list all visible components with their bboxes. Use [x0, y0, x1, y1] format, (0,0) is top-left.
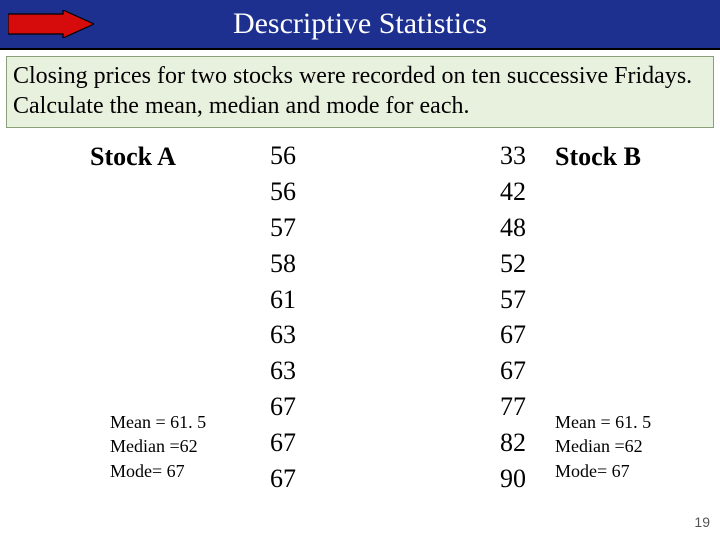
stock-a-value: 67 [270, 425, 296, 461]
stock-a-values: 56565758616363676767 [270, 138, 296, 497]
stock-a-stats: Mean = 61. 5 Median =62 Mode= 67 [110, 410, 206, 483]
stock-a-value: 61 [270, 282, 296, 318]
stock-b-value: 67 [500, 317, 526, 353]
stock-b-value: 67 [500, 353, 526, 389]
subtitle-text: Closing prices for two stocks were recor… [13, 61, 707, 121]
stock-b-value: 52 [500, 246, 526, 282]
stock-a-value: 63 [270, 317, 296, 353]
stock-b-median: Median =62 [555, 434, 651, 458]
stock-a-value: 63 [270, 353, 296, 389]
stock-a-mode: Mode= 67 [110, 459, 206, 483]
arrow-icon [6, 8, 96, 40]
stock-b-value: 90 [500, 461, 526, 497]
stock-b-label: Stock B [555, 142, 641, 172]
stock-a-value: 56 [270, 138, 296, 174]
content-area: Stock A 56565758616363676767 Mean = 61. … [0, 128, 720, 548]
stock-b-value: 77 [500, 389, 526, 425]
stock-a-label: Stock A [90, 142, 176, 172]
stock-a-mean: Mean = 61. 5 [110, 410, 206, 434]
stock-a-value: 67 [270, 389, 296, 425]
stock-b-values: 33424852576767778290 [500, 138, 526, 497]
title-underline [0, 48, 720, 50]
header-bar: Descriptive Statistics [0, 0, 720, 48]
stock-a-median: Median =62 [110, 434, 206, 458]
slide-title: Descriptive Statistics [0, 7, 720, 41]
stock-a-value: 57 [270, 210, 296, 246]
page-number: 19 [694, 514, 710, 530]
subtitle-box: Closing prices for two stocks were recor… [6, 56, 714, 128]
stock-b-mean: Mean = 61. 5 [555, 410, 651, 434]
stock-b-value: 57 [500, 282, 526, 318]
stock-b-stats: Mean = 61. 5 Median =62 Mode= 67 [555, 410, 651, 483]
stock-a-value: 58 [270, 246, 296, 282]
stock-b-value: 48 [500, 210, 526, 246]
stock-b-value: 82 [500, 425, 526, 461]
stock-a-value: 67 [270, 461, 296, 497]
stock-b-mode: Mode= 67 [555, 459, 651, 483]
stock-b-value: 33 [500, 138, 526, 174]
stock-a-value: 56 [270, 174, 296, 210]
stock-b-value: 42 [500, 174, 526, 210]
